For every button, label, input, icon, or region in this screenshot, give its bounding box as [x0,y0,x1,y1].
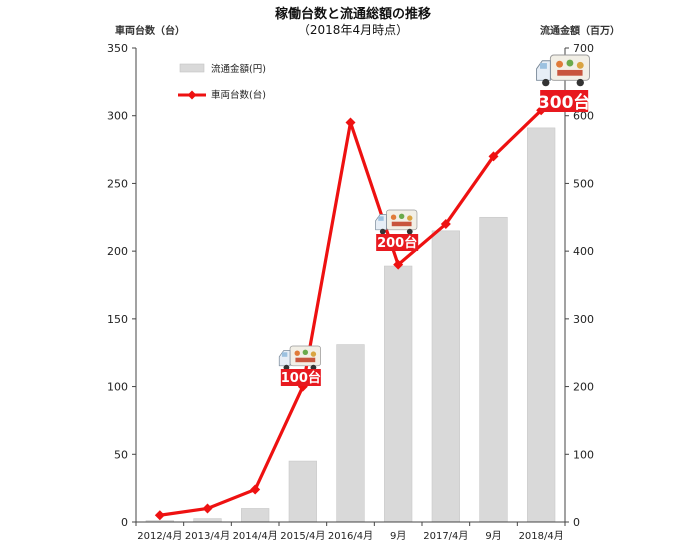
truck-wheel-front [379,228,386,235]
truck-cargo [289,345,321,367]
truck-goods-2 [398,213,405,219]
line-point [154,510,165,521]
left-tick-label: 350 [107,42,128,55]
left-tick-label: 250 [107,177,128,190]
truck-window [540,63,547,69]
annotation-label: 100台 [281,370,321,386]
line-point [345,117,356,128]
bar [336,344,365,523]
annotation-label-box [280,369,321,386]
left-axis-title: 車両台数（台） [115,24,185,37]
bar [241,508,270,523]
truck-goods-1 [556,60,564,68]
bar [384,265,413,523]
truck-goods-3 [310,351,317,357]
annotation-label: 200台 [377,235,417,251]
x-tick-label: 9月 [390,530,406,542]
line-point [250,484,261,495]
bar [527,127,556,523]
x-tick-label: 2013/4月 [185,530,230,542]
annotation-label: 300台 [538,92,591,113]
bar [479,216,508,523]
truck-goods-1 [294,350,300,356]
chart-title: 稼働台数と流通総額の推移 [275,6,431,22]
truck-goods-1 [390,214,397,220]
x-tick-label: 2015/4月 [280,530,325,542]
axes-layer: 0 50 100 150 200 250 300 350 0 100 200 300 400 500 600… [107,42,594,542]
legend-label-bars: 流通金額(円) [211,63,266,75]
right-tick-label: 500 [573,177,594,190]
truck-goods-3 [576,61,584,69]
annotation-label-box [540,90,589,112]
x-tick-label: 2017/4月 [423,530,468,542]
truck-wheel-rear [576,78,584,87]
bar [431,230,460,523]
truck-window [281,352,288,357]
left-tick-label: 150 [107,313,128,326]
truck-goods-3 [407,215,413,221]
legend: 流通金額(円) 車両台数(台) [178,63,266,101]
left-tick-label: 100 [107,381,128,394]
legend-swatch-bars [179,63,205,73]
left-tick-label: 200 [107,245,128,258]
bars-layer [145,127,556,523]
truck-cargo [386,209,418,231]
right-tick-label: 100 [573,448,594,461]
line-point [393,259,404,270]
right-tick-label: 300 [573,313,594,326]
truck-window [378,216,384,221]
truck-goods-4 [295,357,316,363]
x-tick-label: 2018/4月 [519,530,564,542]
annotation-label-box [376,234,419,251]
x-tick-label: 2012/4月 [137,530,182,542]
legend-swatch-marker [187,90,197,100]
right-axis-title: 流通金額（百万） [540,24,620,37]
x-tick-label: 2014/4月 [233,530,278,542]
truck-icon [536,54,590,87]
line-point [440,219,451,230]
truck-wheel-rear [406,228,413,235]
truck-cargo [549,54,590,81]
right-tick-label: 200 [573,381,594,394]
line-point [202,503,213,514]
line-point [488,151,499,162]
left-tick-label: 300 [107,110,128,123]
truck-wheel-front [542,78,550,87]
right-tick-label: 400 [573,245,594,258]
x-tick-label: 9月 [485,530,501,542]
bar [288,460,317,523]
truck-icon [375,209,418,235]
left-tick-label: 50 [114,448,128,461]
right-tick-label: 0 [573,516,580,529]
right-tick-label: 700 [573,42,594,55]
truck-goods-4 [557,69,583,76]
x-tick-label: 2016/4月 [328,530,373,542]
chart-subtitle: （2018年4月時点） [298,23,408,37]
truck-icon [278,345,321,371]
right-tick-label: 600 [573,110,594,123]
left-tick-label: 0 [121,516,128,529]
truck-goods-2 [566,59,574,67]
truck-goods-4 [391,221,412,227]
truck-goods-2 [302,349,309,355]
legend-label-line: 車両台数(台) [211,89,266,101]
annotations-layer: 100台 200台 300台 [278,54,591,386]
bar [193,518,222,523]
